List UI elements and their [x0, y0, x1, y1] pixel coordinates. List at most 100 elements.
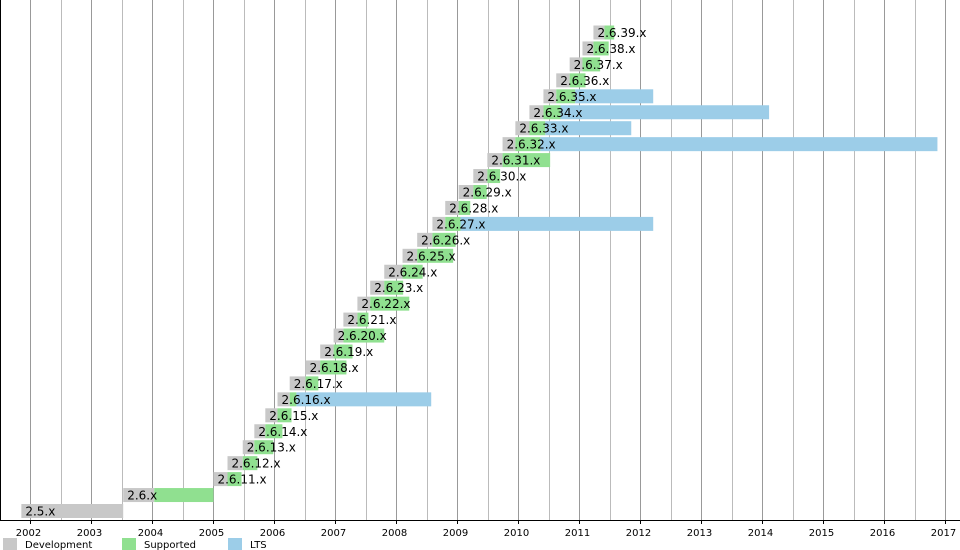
legend-swatch	[228, 538, 242, 550]
bar-segment	[277, 392, 290, 407]
bar-segment	[502, 153, 551, 168]
bar-segment	[370, 296, 410, 311]
bar-segment	[333, 328, 344, 343]
bar-segment	[384, 264, 403, 279]
version-label: 2.6.35.x	[547, 90, 596, 104]
bar-segment	[556, 89, 576, 104]
x-tick-label: 2007	[321, 528, 346, 539]
version-label: 2.6.33.x	[519, 122, 568, 136]
bar-segment	[432, 216, 446, 231]
bar-segment	[432, 232, 456, 247]
version-label: 2.6.18.x	[310, 361, 359, 375]
version-label: 2.6.34.x	[533, 106, 582, 120]
bar-segment	[593, 41, 609, 56]
version-label: 2.6.20.x	[338, 329, 387, 343]
bar-segment	[242, 456, 258, 471]
x-tick-label: 2005	[199, 528, 224, 539]
bar-segment	[575, 89, 654, 104]
bar-segment	[417, 232, 433, 247]
bar-segment	[529, 105, 544, 120]
x-tick-label: 2012	[626, 528, 651, 539]
version-label: 2.6.29.x	[463, 186, 512, 200]
bar-segment	[277, 408, 292, 423]
bar-segment	[254, 440, 274, 455]
x-tick-label: 2009	[443, 528, 468, 539]
bar-segment	[254, 424, 266, 439]
x-tick-label: 2010	[504, 528, 529, 539]
bar-segment	[593, 25, 605, 40]
bar-segment	[343, 328, 385, 343]
bar-segment	[21, 504, 124, 518]
x-tick-label: 2006	[260, 528, 285, 539]
bar-segment	[343, 312, 358, 327]
legend-label: Development	[25, 540, 92, 550]
bar-segment	[289, 376, 306, 391]
bar-segment	[515, 137, 541, 152]
bar-segment	[582, 41, 594, 56]
bar-segment	[473, 185, 487, 199]
version-label: 2.6.28.x	[449, 201, 498, 215]
x-tick-label: 2003	[77, 528, 102, 539]
x-tick-label: 2017	[931, 528, 956, 539]
bar-segment	[543, 105, 561, 120]
x-tick-label: 2014	[748, 528, 773, 539]
version-label: 2.6.38.x	[586, 42, 635, 56]
x-tick-label: 2008	[382, 528, 407, 539]
version-label: 2.6.24.x	[388, 265, 437, 279]
version-label: 2.6.x	[127, 489, 157, 503]
legend-label: LTS	[250, 540, 267, 550]
version-label: 2.6.31.x	[491, 154, 540, 168]
version-label: 2.5.x	[25, 505, 55, 519]
version-label: 2.6.16.x	[282, 393, 331, 407]
bar-segment	[445, 216, 461, 231]
bar-segment	[305, 376, 319, 391]
bar-segment	[370, 280, 385, 295]
version-label: 2.6.32.x	[507, 138, 556, 152]
legend-label: Supported	[144, 540, 196, 550]
bar-segment	[213, 472, 228, 487]
bar-segment	[417, 248, 454, 263]
bar-segment	[242, 440, 255, 455]
version-label: 2.6.25.x	[407, 249, 456, 263]
bar-segment	[357, 296, 371, 311]
version-label: 2.6.12.x	[231, 457, 280, 471]
bar-segment	[357, 312, 369, 327]
bar-segment	[582, 57, 601, 72]
version-label: 2.6.17.x	[294, 377, 343, 391]
bar-segment	[502, 137, 516, 152]
version-label: 2.6.21.x	[347, 313, 396, 327]
version-label: 2.6.27.x	[436, 217, 485, 231]
bar-segment	[333, 344, 353, 359]
bar-segment	[227, 456, 243, 471]
bar-segment	[402, 264, 423, 279]
bar-segment	[445, 200, 459, 215]
x-tick-label: 2011	[565, 528, 590, 539]
x-tick-label: 2016	[870, 528, 895, 539]
x-tick-label: 2013	[687, 528, 712, 539]
bar-segment	[560, 105, 770, 120]
bar-segment	[320, 344, 334, 359]
version-label: 2.6.13.x	[247, 441, 296, 455]
legend-swatch	[3, 538, 17, 550]
bar-segment	[545, 121, 632, 136]
bar-segment	[556, 73, 570, 88]
version-label: 2.6.22.x	[361, 297, 410, 311]
bar-segment	[289, 392, 297, 407]
bar-segment	[227, 472, 242, 487]
version-label: 2.6.39.x	[597, 26, 646, 40]
bar-segment	[543, 89, 557, 104]
version-label: 2.6.26.x	[421, 233, 470, 247]
version-label: 2.6.36.x	[560, 74, 609, 88]
version-label: 2.6.11.x	[217, 473, 266, 487]
bar-segment	[305, 360, 321, 375]
bar-segment	[487, 153, 503, 168]
bar-segment	[265, 424, 283, 439]
version-label: 2.6.23.x	[374, 281, 423, 295]
bar-segment	[487, 169, 501, 184]
version-label: 2.6.19.x	[324, 345, 373, 359]
bar-segment	[529, 121, 546, 136]
bar-segment	[458, 200, 471, 215]
bar-segment	[569, 73, 586, 88]
version-label: 2.6.30.x	[477, 170, 526, 184]
